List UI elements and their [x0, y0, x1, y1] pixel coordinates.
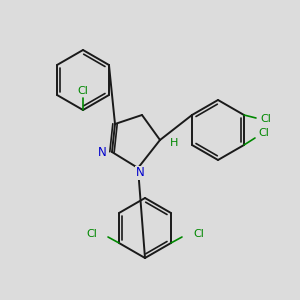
Text: N: N	[98, 146, 107, 158]
Text: H: H	[170, 138, 178, 148]
Text: Cl: Cl	[86, 229, 97, 239]
Text: Cl: Cl	[259, 128, 269, 138]
Text: Cl: Cl	[78, 86, 88, 96]
Text: Cl: Cl	[260, 114, 272, 124]
Text: N: N	[136, 167, 144, 179]
Text: Cl: Cl	[193, 229, 204, 239]
